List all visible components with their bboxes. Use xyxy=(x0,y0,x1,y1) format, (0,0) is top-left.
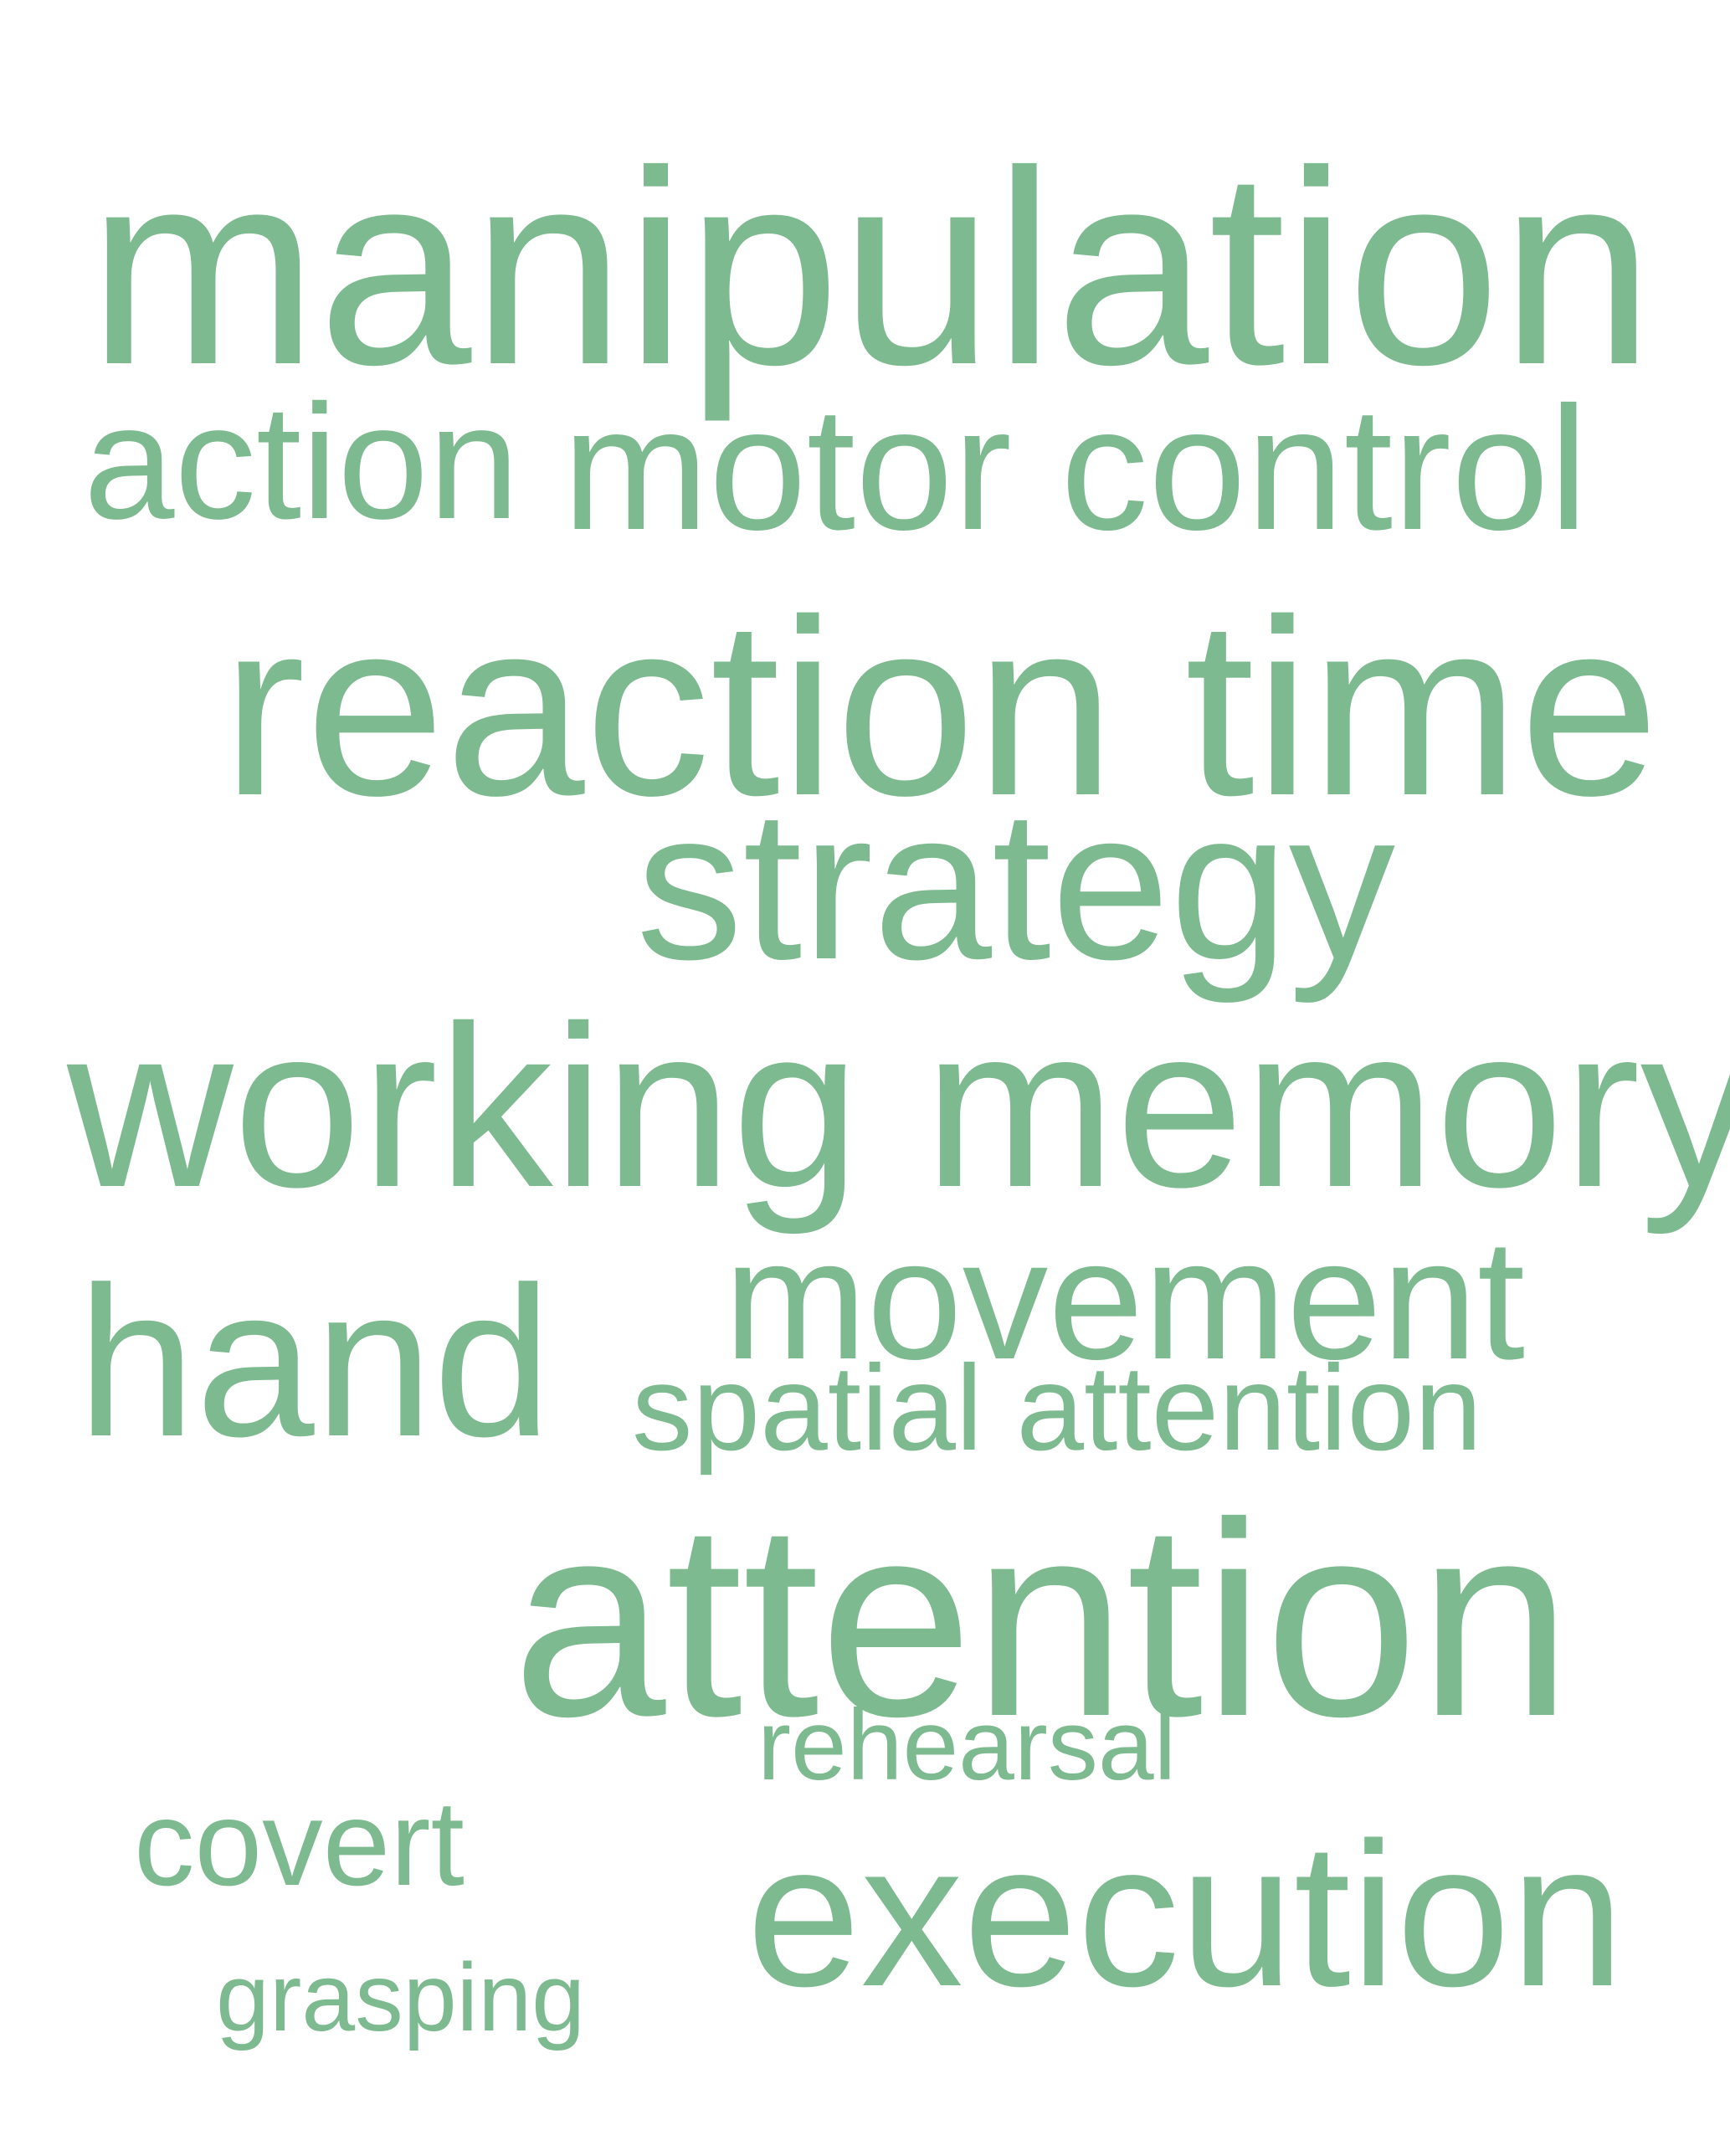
word-attention: attention xyxy=(512,1465,1573,1774)
word-execution: execution xyxy=(747,1799,1625,2029)
word-reaction-time: reaction time xyxy=(222,567,1660,848)
word-strategy: strategy xyxy=(636,766,1396,1004)
word-motor-control: motor control xyxy=(562,370,1589,567)
word-grasping: grasping xyxy=(216,1944,586,2051)
word-manipulation: manipulation xyxy=(88,113,1655,422)
word-rehearsal: rehearsal xyxy=(757,1689,1177,1801)
word-working-memory: working memory xyxy=(67,978,1730,1235)
word-spatial-attention: spatial attention xyxy=(632,1340,1482,1476)
word-movement: movement xyxy=(724,1204,1526,1395)
word-hand: hand xyxy=(77,1243,552,1481)
word-covert: covert xyxy=(134,1775,465,1911)
word-action: action xyxy=(84,371,520,553)
